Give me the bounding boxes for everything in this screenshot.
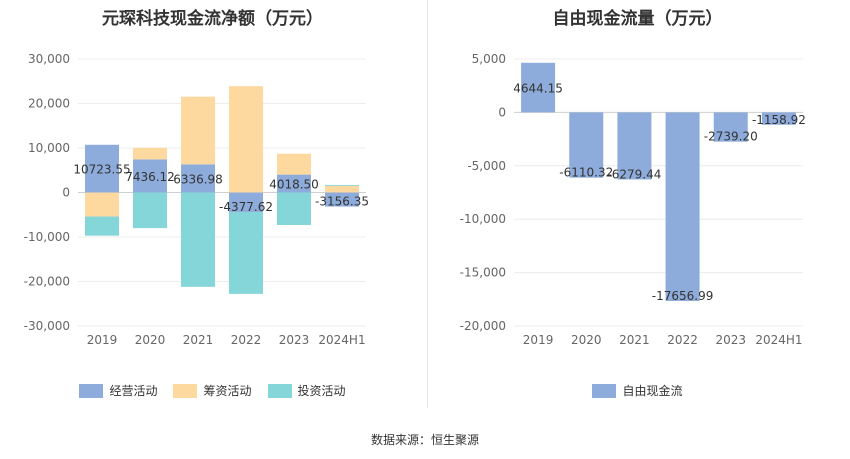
data-label: -6110.32 (559, 166, 613, 180)
bar (181, 192, 215, 287)
bar (713, 112, 748, 142)
legend-swatch (592, 383, 617, 398)
legend-swatch (267, 383, 292, 398)
x-tick-label: 2020 (135, 333, 166, 347)
free-cash-flow-panel: 自由现金流量（万元） 5,000 0 -5,000 -10,000 -15,000 -20… (425, 0, 850, 410)
bar (85, 144, 119, 193)
x-tick-label: 2024H1 (755, 333, 802, 347)
legend-label: 经营活动 (109, 384, 158, 398)
free-cash-flow-chart-title: 自由现金流量（万元） (552, 9, 723, 29)
data-label: -1158.92 (752, 113, 806, 127)
bar (325, 185, 359, 193)
data-label: 6336.98 (173, 172, 223, 186)
bar (85, 216, 119, 236)
legend-label: 自由现金流 (622, 384, 683, 398)
legend-swatch (79, 383, 104, 398)
data-label: 7436.12 (125, 170, 175, 184)
x-tick-label: 2021 (183, 333, 214, 347)
legend-item[interactable]: 经营活动 (79, 382, 157, 399)
bar (133, 159, 167, 193)
bar (277, 192, 311, 225)
bar (181, 96, 215, 165)
y-tick-label: 5,000 (472, 52, 506, 66)
data-label: 4644.15 (513, 82, 563, 96)
legend-label: 投资活动 (297, 384, 346, 398)
free-cash-flow-chart: 5,000 0 -5,000 -10,000 -15,000 -20,000 2019 202… (460, 52, 806, 347)
legend-label: 筹资活动 (203, 384, 252, 398)
cash-flow-chart-title: 元琛科技现金流净额（万元） (102, 9, 323, 29)
y-tick-label: 10,000 (28, 141, 70, 155)
x-tick-label: 2019 (523, 333, 554, 347)
bar (277, 174, 311, 193)
legend-item[interactable]: 筹资活动 (173, 382, 252, 399)
bar (229, 192, 263, 212)
y-tick-label: -15,000 (460, 266, 506, 280)
legend-item[interactable]: 自由现金流 (592, 382, 683, 399)
cash-flow-panel: 元琛科技现金流净额（万元） 30,000 20,000 10,000 0 -10,000… (0, 0, 425, 410)
bar (325, 184, 359, 186)
x-tick-label: 2019 (87, 333, 118, 347)
data-label: -3156.35 (315, 195, 369, 209)
bar (761, 112, 796, 125)
cash-flow-legend: 经营活动 筹资活动 投资活动 (0, 382, 425, 399)
y-tick-label: -10,000 (24, 230, 70, 244)
cash-flow-chart: 30,000 20,000 10,000 0 -10,000 -20,000 -30,000… (24, 52, 369, 347)
y-tick-label: -10,000 (460, 212, 506, 226)
bar (229, 86, 263, 193)
data-label: 10723.55 (73, 163, 130, 177)
y-tick-label: -5,000 (467, 159, 506, 173)
data-source-note: 数据来源：恒生聚源 (370, 433, 479, 447)
data-label: -4377.62 (219, 200, 273, 214)
x-tick-label: 2020 (571, 333, 602, 347)
y-tick-label: -20,000 (24, 275, 70, 289)
bar (569, 112, 604, 178)
x-tick-label: 2022 (667, 333, 698, 347)
free-cash-flow-legend: 自由现金流 (425, 382, 850, 399)
data-label: -6279.44 (607, 167, 661, 181)
x-tick-label: 2021 (619, 333, 650, 347)
bar (133, 147, 167, 160)
bar (325, 192, 359, 207)
legend-item[interactable]: 投资活动 (267, 382, 346, 399)
bar (665, 112, 700, 301)
y-tick-label: 20,000 (28, 97, 70, 111)
bar (85, 192, 119, 217)
y-tick-label: 30,000 (28, 52, 70, 66)
panel-divider (427, 0, 428, 408)
legend-swatch (173, 383, 198, 398)
data-label: 4018.50 (269, 178, 319, 192)
data-label: -17656.99 (652, 289, 714, 303)
x-tick-label: 2022 (231, 333, 262, 347)
bar (521, 62, 556, 113)
y-tick-label: -30,000 (24, 319, 70, 333)
bar (181, 164, 215, 193)
x-tick-label: 2024H1 (318, 333, 365, 347)
x-tick-label: 2023 (715, 333, 746, 347)
bar (133, 192, 167, 229)
bar (277, 153, 311, 175)
data-label: -2739.20 (704, 130, 758, 144)
bar (229, 211, 263, 294)
y-tick-label: 0 (62, 186, 70, 200)
x-tick-label: 2023 (279, 333, 310, 347)
y-tick-label: 0 (498, 105, 506, 119)
y-tick-label: -20,000 (460, 319, 506, 333)
bar (617, 112, 652, 180)
